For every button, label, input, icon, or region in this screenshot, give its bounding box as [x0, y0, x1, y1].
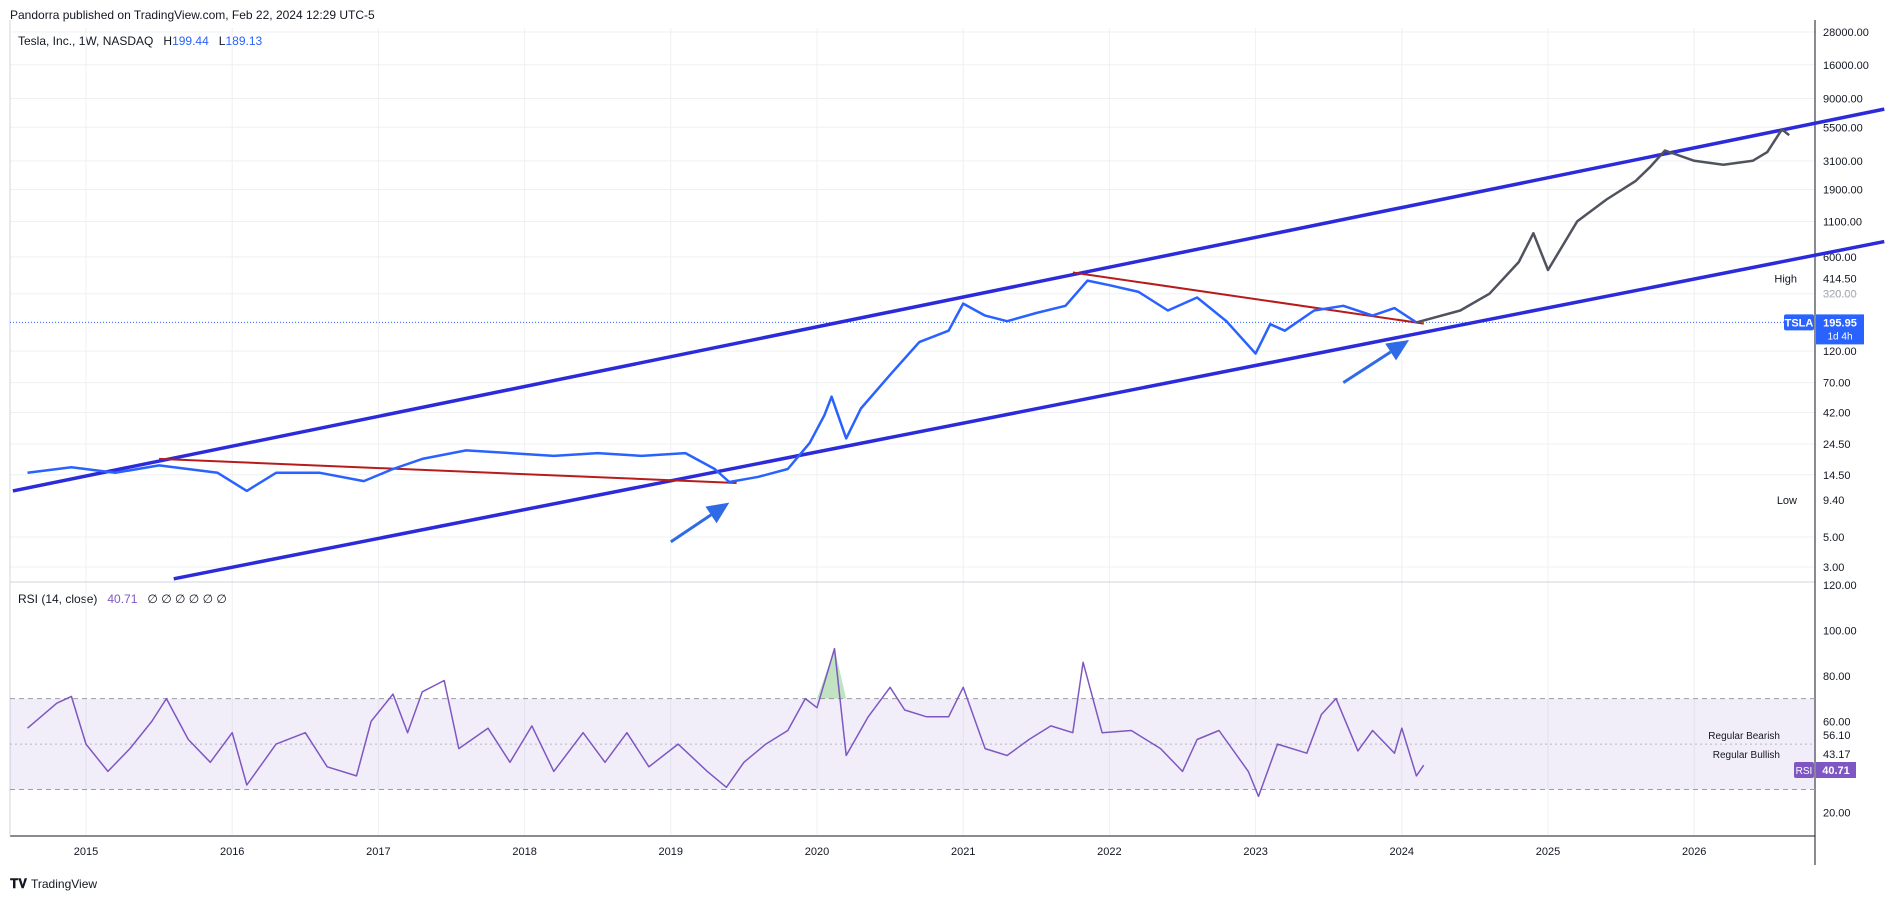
- last-price-value: 195.95: [1823, 317, 1857, 329]
- x-tick-label: 2019: [659, 846, 683, 858]
- x-tick-label: 2022: [1097, 846, 1121, 858]
- rsi-level-label: Regular Bearish: [1708, 731, 1780, 742]
- arrow-head-icon: [1385, 340, 1410, 361]
- low-label: L: [218, 34, 226, 48]
- price-tick-label: 70.00: [1823, 378, 1851, 390]
- rsi-series-line: [27, 647, 1425, 798]
- price-tick-label: 1900.00: [1823, 184, 1863, 196]
- trendline-2016: [159, 457, 737, 484]
- price-tick-label: 28000.00: [1823, 27, 1869, 39]
- high-value: 199.44: [172, 34, 209, 48]
- rsi-level-value: 43.17: [1823, 749, 1851, 761]
- price-tick-label: 320.00: [1823, 289, 1857, 301]
- high-marker-value: 414.50: [1823, 274, 1857, 286]
- x-tick-label: 2025: [1536, 846, 1560, 858]
- price-tick-label: 3100.00: [1823, 156, 1863, 168]
- price-tick-label: 1100.00: [1823, 216, 1862, 228]
- x-tick-label: 2020: [805, 846, 829, 858]
- x-tick-label: 2017: [366, 846, 390, 858]
- low-value: 189.13: [225, 34, 263, 48]
- rsi-tick-label: 80.00: [1823, 671, 1851, 683]
- countdown-label: 1d 4h: [1827, 331, 1852, 342]
- price-tick-label: 42.00: [1823, 408, 1851, 420]
- rsi-level-value: 56.10: [1823, 730, 1851, 742]
- publish-info: Pandorra published on TradingView.com, F…: [10, 8, 375, 22]
- rsi-badge: [1794, 762, 1814, 778]
- channel-upper-line: [12, 107, 1885, 493]
- rsi-legend-value: 40.71: [107, 592, 138, 606]
- tradingview-logo-icon: 𝐓𝐕: [10, 876, 27, 891]
- rsi-legend: RSI (14, close) 40.71 ∅ ∅ ∅ ∅ ∅ ∅: [18, 592, 227, 606]
- rsi-tick-label: 20.00: [1823, 807, 1851, 819]
- x-tick-label: 2018: [512, 846, 536, 858]
- x-tick-label: 2026: [1682, 846, 1706, 858]
- price-tick-label: 3.00: [1823, 562, 1844, 574]
- price-tick-label: 120.00: [1823, 346, 1857, 358]
- price-tick-label: 5.00: [1823, 532, 1844, 544]
- projection-series-line: [1416, 128, 1790, 324]
- symbol-badge-label: TSLA: [1785, 317, 1814, 329]
- arrow-shaft: [669, 513, 712, 544]
- arrow-shaft: [1342, 350, 1392, 384]
- low-marker-label: Low: [1777, 495, 1797, 507]
- trendline-2022: [1072, 271, 1424, 325]
- rsi-level-label: Regular Bullish: [1713, 750, 1780, 761]
- rsi-tick-label: 60.00: [1823, 716, 1851, 728]
- price-tick-label: 5500.00: [1823, 122, 1863, 134]
- price-tick-label: 9000.00: [1823, 93, 1863, 105]
- x-tick-label: 2021: [951, 846, 975, 858]
- x-tick-label: 2016: [220, 846, 244, 858]
- rsi-badge-label: RSI: [1796, 766, 1813, 777]
- x-tick-label: 2024: [1390, 846, 1414, 858]
- high-marker-label: High: [1774, 274, 1797, 286]
- footer: 𝐓𝐕 TradingView: [10, 876, 97, 892]
- price-tick-label: 16000.00: [1823, 60, 1869, 72]
- channel-lower-line: [173, 239, 1885, 581]
- rsi-tick-label: 120.00: [1823, 580, 1857, 592]
- footer-brand: TradingView: [31, 877, 98, 891]
- rsi-legend-label: RSI (14, close): [18, 592, 98, 606]
- symbol-badge: [1784, 314, 1814, 331]
- price-tick-label: 600.00: [1823, 252, 1857, 264]
- price-tick-label: 14.50: [1823, 470, 1851, 482]
- chart-canvas[interactable]: 2015 2016 2017 2018 2019 2020 2021 2022 2023 2024…: [0, 0, 1891, 870]
- price-series-line: [27, 279, 1418, 493]
- price-tick-label: 320.00: [1823, 289, 1857, 301]
- rsi-legend-placeholders: ∅ ∅ ∅ ∅ ∅ ∅: [147, 592, 227, 606]
- rsi-tick-label: 100.00: [1823, 625, 1857, 637]
- x-tick-label: 2023: [1243, 846, 1267, 858]
- low-marker-value: 9.40: [1823, 495, 1844, 507]
- high-label: H: [163, 34, 173, 48]
- last-price-box: [1816, 314, 1864, 345]
- rsi-value-box: [1816, 762, 1856, 778]
- rsi-value-label: 40.71: [1822, 765, 1850, 777]
- price-tick-label: 24.50: [1823, 439, 1851, 451]
- arrow-head-icon: [705, 502, 730, 524]
- x-tick-label: 2015: [74, 846, 98, 858]
